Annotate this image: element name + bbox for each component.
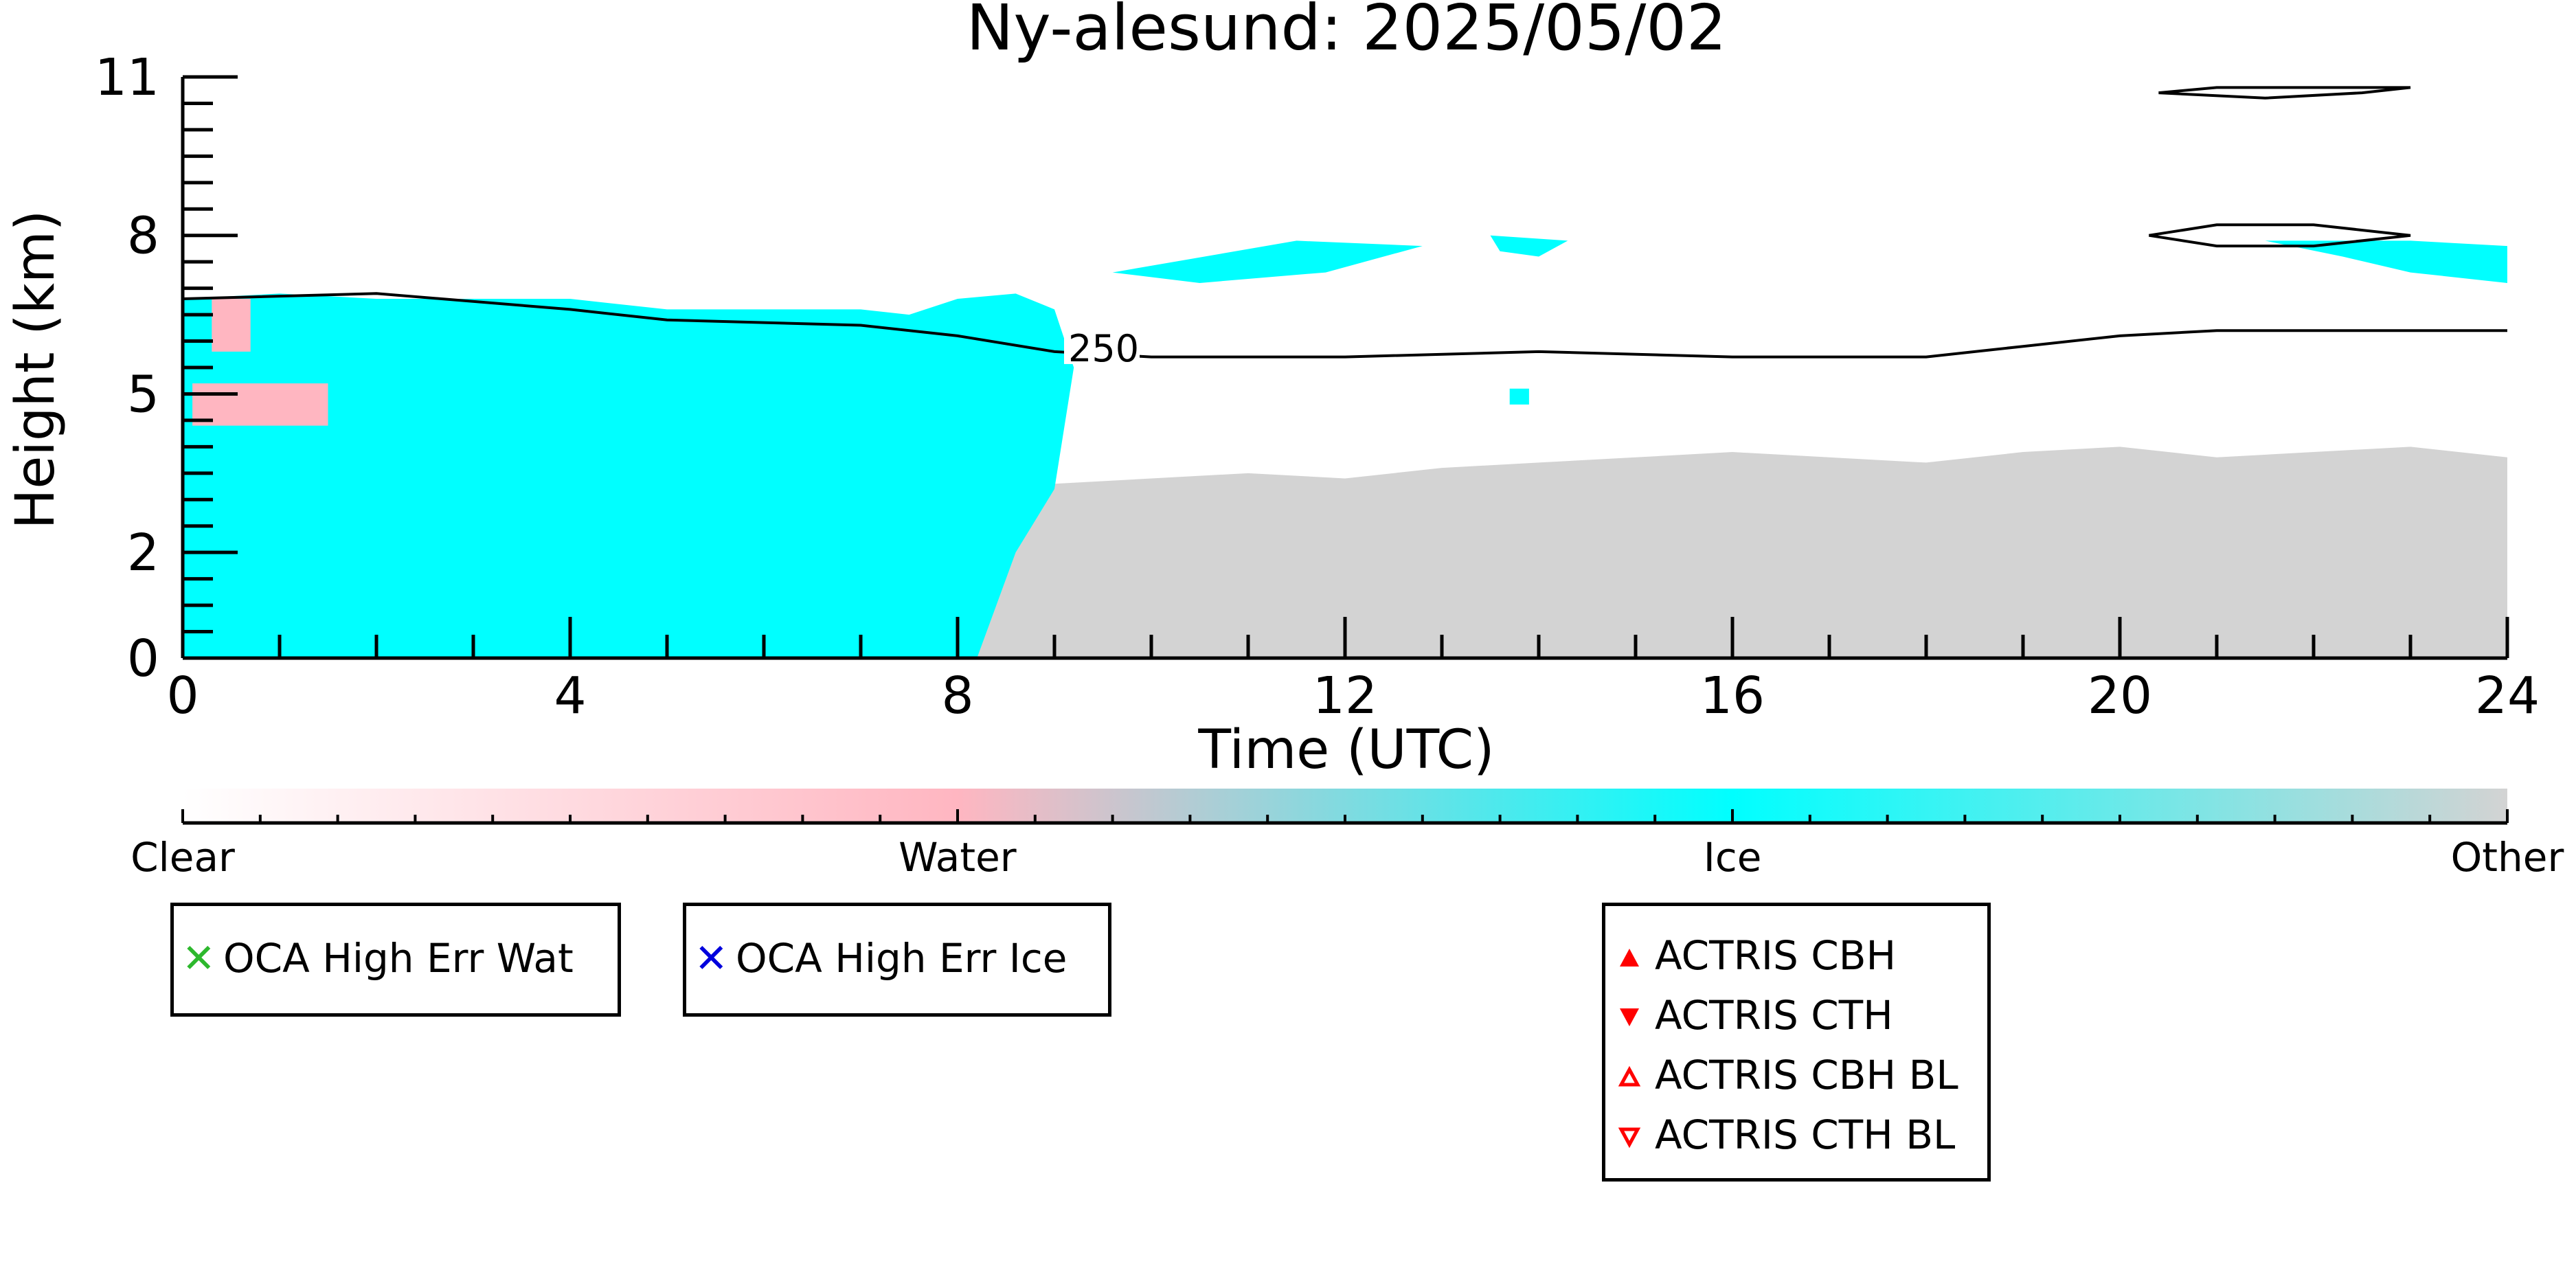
legend-entry: ACTRIS CTH bbox=[1614, 992, 1893, 1039]
colorbar-label-ice: Ice bbox=[1704, 834, 1762, 881]
colorbar: Clear Water Ice Other bbox=[131, 789, 2564, 881]
x-tick-label: 24 bbox=[2475, 666, 2540, 725]
region-upper-ice-patch-2 bbox=[1490, 235, 1568, 257]
contour-line-0 bbox=[183, 292, 2507, 359]
x-axis: 0 4 8 12 16 20 24 bbox=[166, 617, 2540, 725]
y-tick-label: 2 bbox=[127, 523, 159, 583]
y-tick-label: 5 bbox=[127, 365, 159, 424]
region-main-ice-cloud bbox=[183, 293, 1074, 658]
x-icon: ✕ bbox=[182, 935, 216, 982]
chart-title: Ny-alesund: 2025/05/02 bbox=[967, 0, 1727, 65]
contour-label: 250 bbox=[1068, 327, 1139, 370]
legend-label: ACTRIS CBH bbox=[1655, 932, 1897, 979]
contour-label-bg bbox=[1064, 328, 1140, 364]
legend-entry: ACTRIS CBH bbox=[1614, 932, 1896, 979]
x-tick-label: 20 bbox=[2088, 666, 2152, 725]
y-axis-label: Height (km) bbox=[5, 210, 67, 530]
plot-area: 250 bbox=[183, 86, 2507, 658]
legend-label: OCA High Err Ice bbox=[736, 935, 1067, 982]
legend-entry: ✕ OCA High Err Wat bbox=[182, 935, 574, 982]
region-water-layer-early bbox=[212, 299, 251, 352]
legend-entry: ✕ OCA High Err Ice bbox=[694, 935, 1067, 982]
legend-label: ACTRIS CBH BL bbox=[1655, 1052, 1958, 1098]
triangle-down-open-icon bbox=[1614, 1111, 1645, 1158]
legend-label: ACTRIS CTH BL bbox=[1655, 1111, 1956, 1158]
x-axis-label: Time (UTC) bbox=[1197, 719, 1494, 781]
triangle-down-filled-icon bbox=[1614, 992, 1645, 1039]
legend-label: ACTRIS CTH bbox=[1655, 992, 1893, 1039]
legend-box-3: ACTRIS CBH ACTRIS CTH ACTRIS CBH BL ACTRIS … bbox=[1602, 903, 1991, 1182]
x-tick-label: 16 bbox=[1700, 666, 1765, 725]
region-upper-ice-patch-3 bbox=[2265, 240, 2507, 283]
x-tick-label: 12 bbox=[1313, 666, 1377, 725]
x-icon: ✕ bbox=[694, 935, 728, 982]
contour-line-2 bbox=[2158, 86, 2411, 100]
y-tick-label: 0 bbox=[127, 629, 159, 688]
contour-line-1 bbox=[2148, 223, 2411, 248]
legend-label: OCA High Err Wat bbox=[223, 935, 574, 982]
triangle-up-filled-icon bbox=[1614, 932, 1645, 979]
triangle-up-open-icon bbox=[1614, 1052, 1645, 1098]
y-tick-label: 11 bbox=[95, 48, 159, 107]
y-tick-label: 8 bbox=[127, 207, 159, 266]
colorbar-label-other: Other bbox=[2451, 834, 2564, 881]
x-tick-label: 0 bbox=[166, 666, 199, 725]
region-upper-ice-patch-1 bbox=[1112, 240, 1423, 283]
legend-entry: ACTRIS CBH BL bbox=[1614, 1052, 1958, 1098]
legend-entry: ACTRIS CTH BL bbox=[1614, 1111, 1955, 1158]
legend-box-1: ✕ OCA High Err Wat bbox=[170, 903, 621, 1017]
x-tick-label: 8 bbox=[941, 666, 973, 725]
region-small-ice-patch bbox=[1509, 388, 1529, 405]
colorbar-label-clear: Clear bbox=[131, 834, 235, 881]
y-axis: 0 2 5 8 11 bbox=[95, 48, 238, 688]
x-tick-label: 4 bbox=[554, 666, 586, 725]
colorbar-label-water: Water bbox=[899, 834, 1017, 881]
legend-box-2: ✕ OCA High Err Ice bbox=[683, 903, 1111, 1017]
